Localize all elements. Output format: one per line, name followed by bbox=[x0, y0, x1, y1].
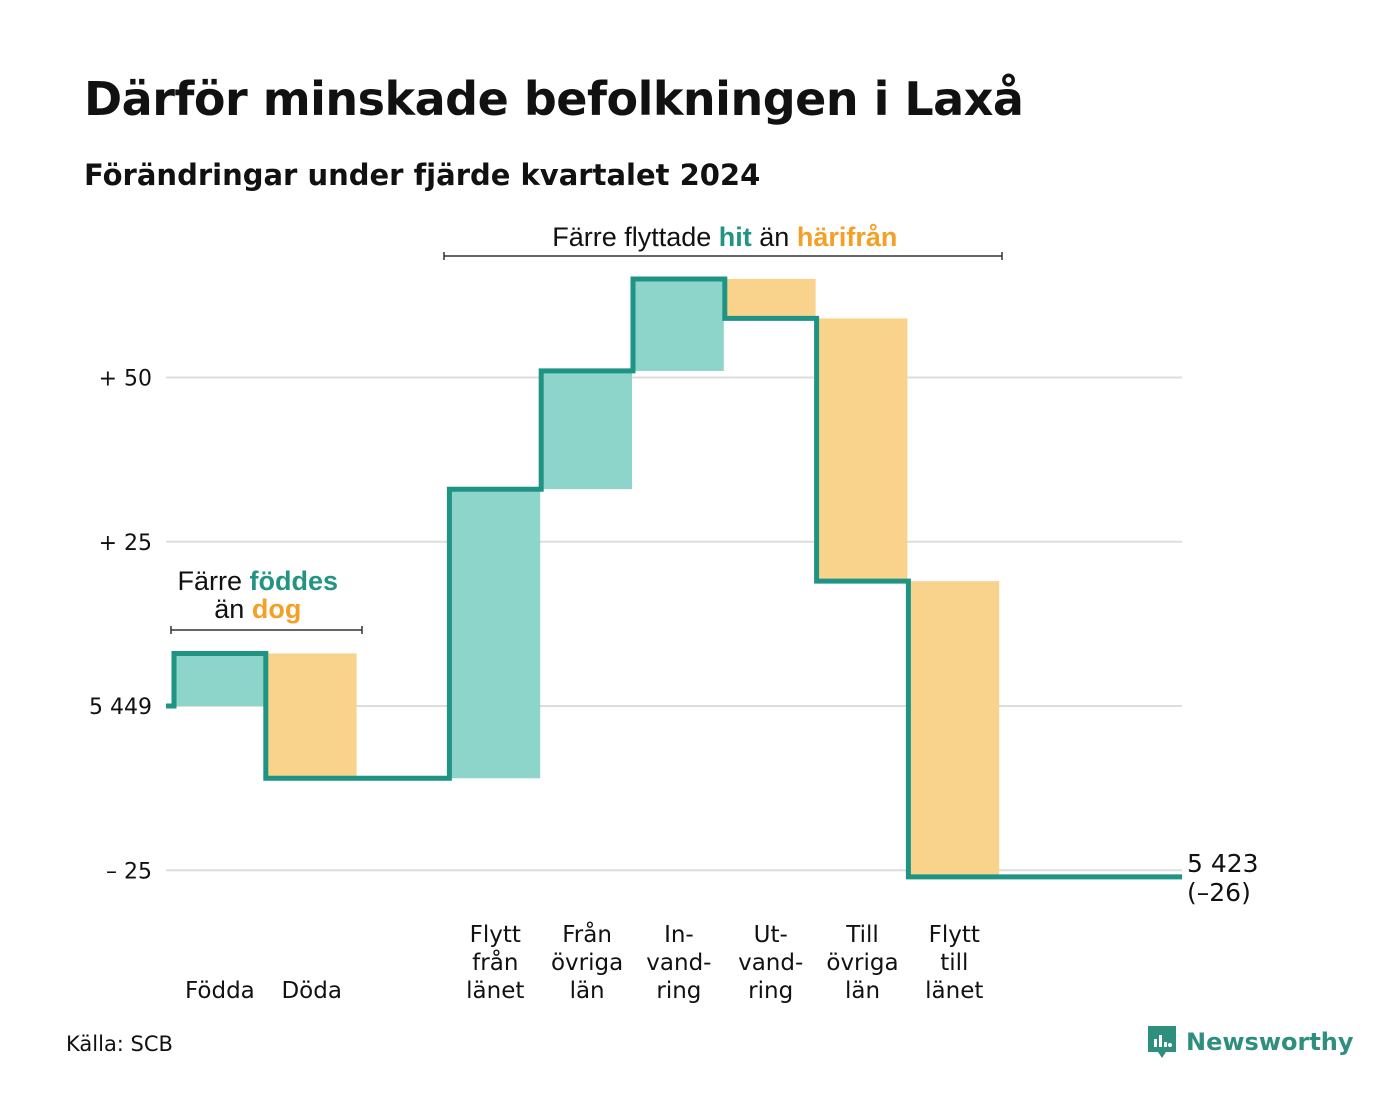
category-label: ring bbox=[748, 978, 793, 1004]
decrease-bar bbox=[909, 581, 1000, 877]
decrease-bar bbox=[817, 318, 908, 582]
chart-title: Därför minskade befolkningen i Laxå bbox=[84, 72, 1024, 126]
annotation-migration: Färre flyttade hit än härifrån bbox=[552, 222, 897, 252]
brand-name: Newsworthy bbox=[1186, 1028, 1354, 1056]
category-label: länet bbox=[466, 978, 524, 1004]
category-label: till bbox=[940, 950, 968, 976]
end-value-label: 5 423 bbox=[1187, 849, 1259, 878]
y-tick-label: + 50 bbox=[99, 367, 152, 392]
category-label: Flytt bbox=[929, 922, 980, 948]
annotation-births-deaths: Färre föddes bbox=[178, 566, 339, 596]
category-label: vand- bbox=[646, 950, 711, 976]
category-label: Flytt bbox=[470, 922, 521, 948]
category-label: län bbox=[845, 978, 880, 1004]
y-tick-label: – 25 bbox=[106, 859, 152, 884]
category-label: övriga bbox=[551, 950, 623, 976]
y-tick-label: + 25 bbox=[99, 531, 152, 556]
increase-bar bbox=[175, 653, 265, 706]
category-label: Från bbox=[562, 920, 612, 948]
category-label: Till bbox=[845, 922, 879, 948]
category-label: län bbox=[570, 978, 605, 1004]
annotation-births-deaths: än dog bbox=[214, 594, 301, 624]
category-label: Födda bbox=[185, 978, 255, 1004]
category-label: övriga bbox=[826, 950, 898, 976]
category-label: från bbox=[472, 948, 518, 976]
category-label: länet bbox=[925, 978, 983, 1004]
cumulative-step-line bbox=[166, 276, 1182, 880]
category-label: Ut- bbox=[754, 922, 788, 948]
increase-bar bbox=[450, 489, 541, 779]
y-tick-label: 5 449 bbox=[89, 695, 152, 720]
increase-bar bbox=[542, 370, 632, 490]
newsworthy-logo-icon bbox=[1148, 1026, 1176, 1058]
brand-logo: Newsworthy bbox=[1146, 1024, 1354, 1060]
end-value-label: (–26) bbox=[1187, 878, 1251, 907]
category-label: In- bbox=[664, 922, 694, 948]
category-label: vand- bbox=[738, 950, 803, 976]
increase-bar bbox=[634, 278, 724, 371]
source-note: Källa: SCB bbox=[66, 1032, 173, 1056]
decrease-bar bbox=[266, 653, 357, 779]
chart-subtitle: Förändringar under fjärde kvartalet 2024 bbox=[84, 158, 761, 192]
category-label: Döda bbox=[281, 978, 341, 1004]
category-label: ring bbox=[656, 978, 701, 1004]
decrease-bar bbox=[725, 278, 816, 319]
